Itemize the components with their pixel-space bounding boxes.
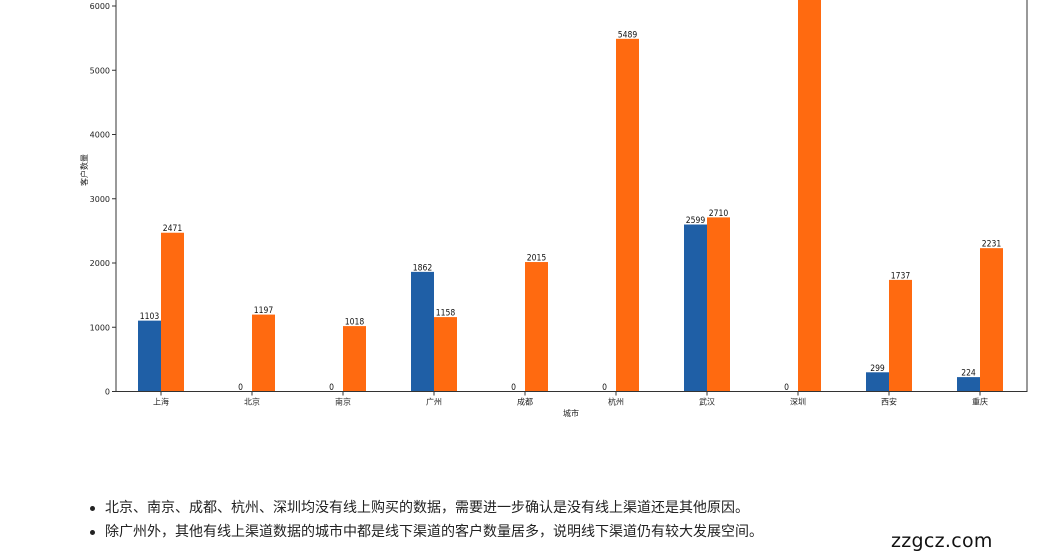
- data-label: 1018: [345, 318, 365, 328]
- x-tick-label: 西安: [881, 397, 897, 407]
- x-tick-label: 武汉: [699, 397, 715, 407]
- bar: [957, 377, 980, 392]
- x-tick-label: 南京: [335, 397, 351, 407]
- notes-list: 北京、南京、成都、杭州、深圳均没有线上购买的数据，需要进一步确认是没有线上渠道还…: [90, 497, 763, 545]
- bar: [525, 262, 548, 392]
- note-item: 北京、南京、成都、杭州、深圳均没有线上购买的数据，需要进一步确认是没有线上渠道还…: [90, 497, 763, 521]
- bar-chart: 1103 0 0 1862 0 0 2599 0 299 224 2471 1197 1018 1158 2…: [79, 0, 1028, 418]
- bar: [252, 314, 275, 392]
- bar: [798, 0, 821, 392]
- bar: [434, 317, 457, 392]
- data-label: 299: [870, 364, 885, 374]
- x-tick-label: 上海: [153, 397, 169, 407]
- data-label: 0: [784, 383, 789, 393]
- bullet-icon: [90, 530, 95, 535]
- y-tick-label: 3000: [90, 195, 110, 204]
- x-tick-label: 成都: [517, 397, 533, 407]
- chart-svg: 1103 0 0 1862 0 0 2599 0 299 224 2471 1197 1018 1158 2…: [79, 0, 1028, 418]
- y-tick-label: 1000: [90, 323, 110, 332]
- data-label: 1158: [436, 309, 456, 319]
- data-label: 0: [238, 383, 243, 393]
- data-label: 5489: [618, 30, 638, 40]
- bullet-icon: [90, 506, 95, 511]
- data-label: 1737: [891, 271, 911, 281]
- bar: [138, 320, 161, 392]
- bar: [707, 217, 730, 392]
- data-label: 2599: [686, 216, 706, 226]
- bar: [616, 38, 639, 392]
- data-label: 1862: [413, 263, 433, 273]
- data-label: 0: [329, 383, 334, 393]
- y-tick-label: 6000: [90, 2, 110, 11]
- x-tick-label: 深圳: [790, 397, 806, 407]
- data-label: 2710: [709, 209, 729, 219]
- note-item: 除广州外，其他有线上渠道数据的城市中都是线下渠道的客户数量居多，说明线下渠道仍有…: [90, 521, 763, 545]
- watermark: zzgcz.com: [891, 530, 993, 552]
- note-text: 北京、南京、成都、杭州、深圳均没有线上购买的数据，需要进一步确认是没有线上渠道还…: [105, 500, 749, 516]
- x-tick-label: 杭州: [608, 397, 624, 407]
- x-axis-label: 城市: [563, 408, 579, 418]
- data-label: 224: [961, 369, 976, 379]
- bar: [411, 271, 434, 392]
- x-tick-label: 广州: [426, 397, 442, 407]
- data-label: 1103: [140, 312, 160, 322]
- bar: [889, 279, 912, 392]
- y-tick-label: 4000: [90, 131, 110, 140]
- data-label: 1197: [254, 306, 274, 316]
- y-tick-label: 5000: [90, 66, 110, 75]
- note-text: 除广州外，其他有线上渠道数据的城市中都是线下渠道的客户数量居多，说明线下渠道仍有…: [105, 524, 763, 540]
- x-tick-label: 重庆: [972, 397, 988, 407]
- bar: [684, 224, 707, 392]
- y-axis-label: 客户数量: [79, 154, 89, 186]
- y-tick-label: 0: [105, 388, 110, 397]
- data-label: 0: [602, 383, 607, 393]
- x-tick-label: 北京: [244, 397, 260, 407]
- y-tick-label: 2000: [90, 259, 110, 268]
- data-label: 2231: [982, 240, 1002, 250]
- data-label: 0: [511, 383, 516, 393]
- bar: [866, 372, 889, 392]
- bar: [161, 232, 184, 392]
- data-label: 2471: [163, 224, 183, 234]
- bar: [343, 326, 366, 392]
- data-label: 2015: [527, 254, 547, 264]
- bar: [980, 248, 1003, 392]
- plot-frame: [115, 0, 1028, 392]
